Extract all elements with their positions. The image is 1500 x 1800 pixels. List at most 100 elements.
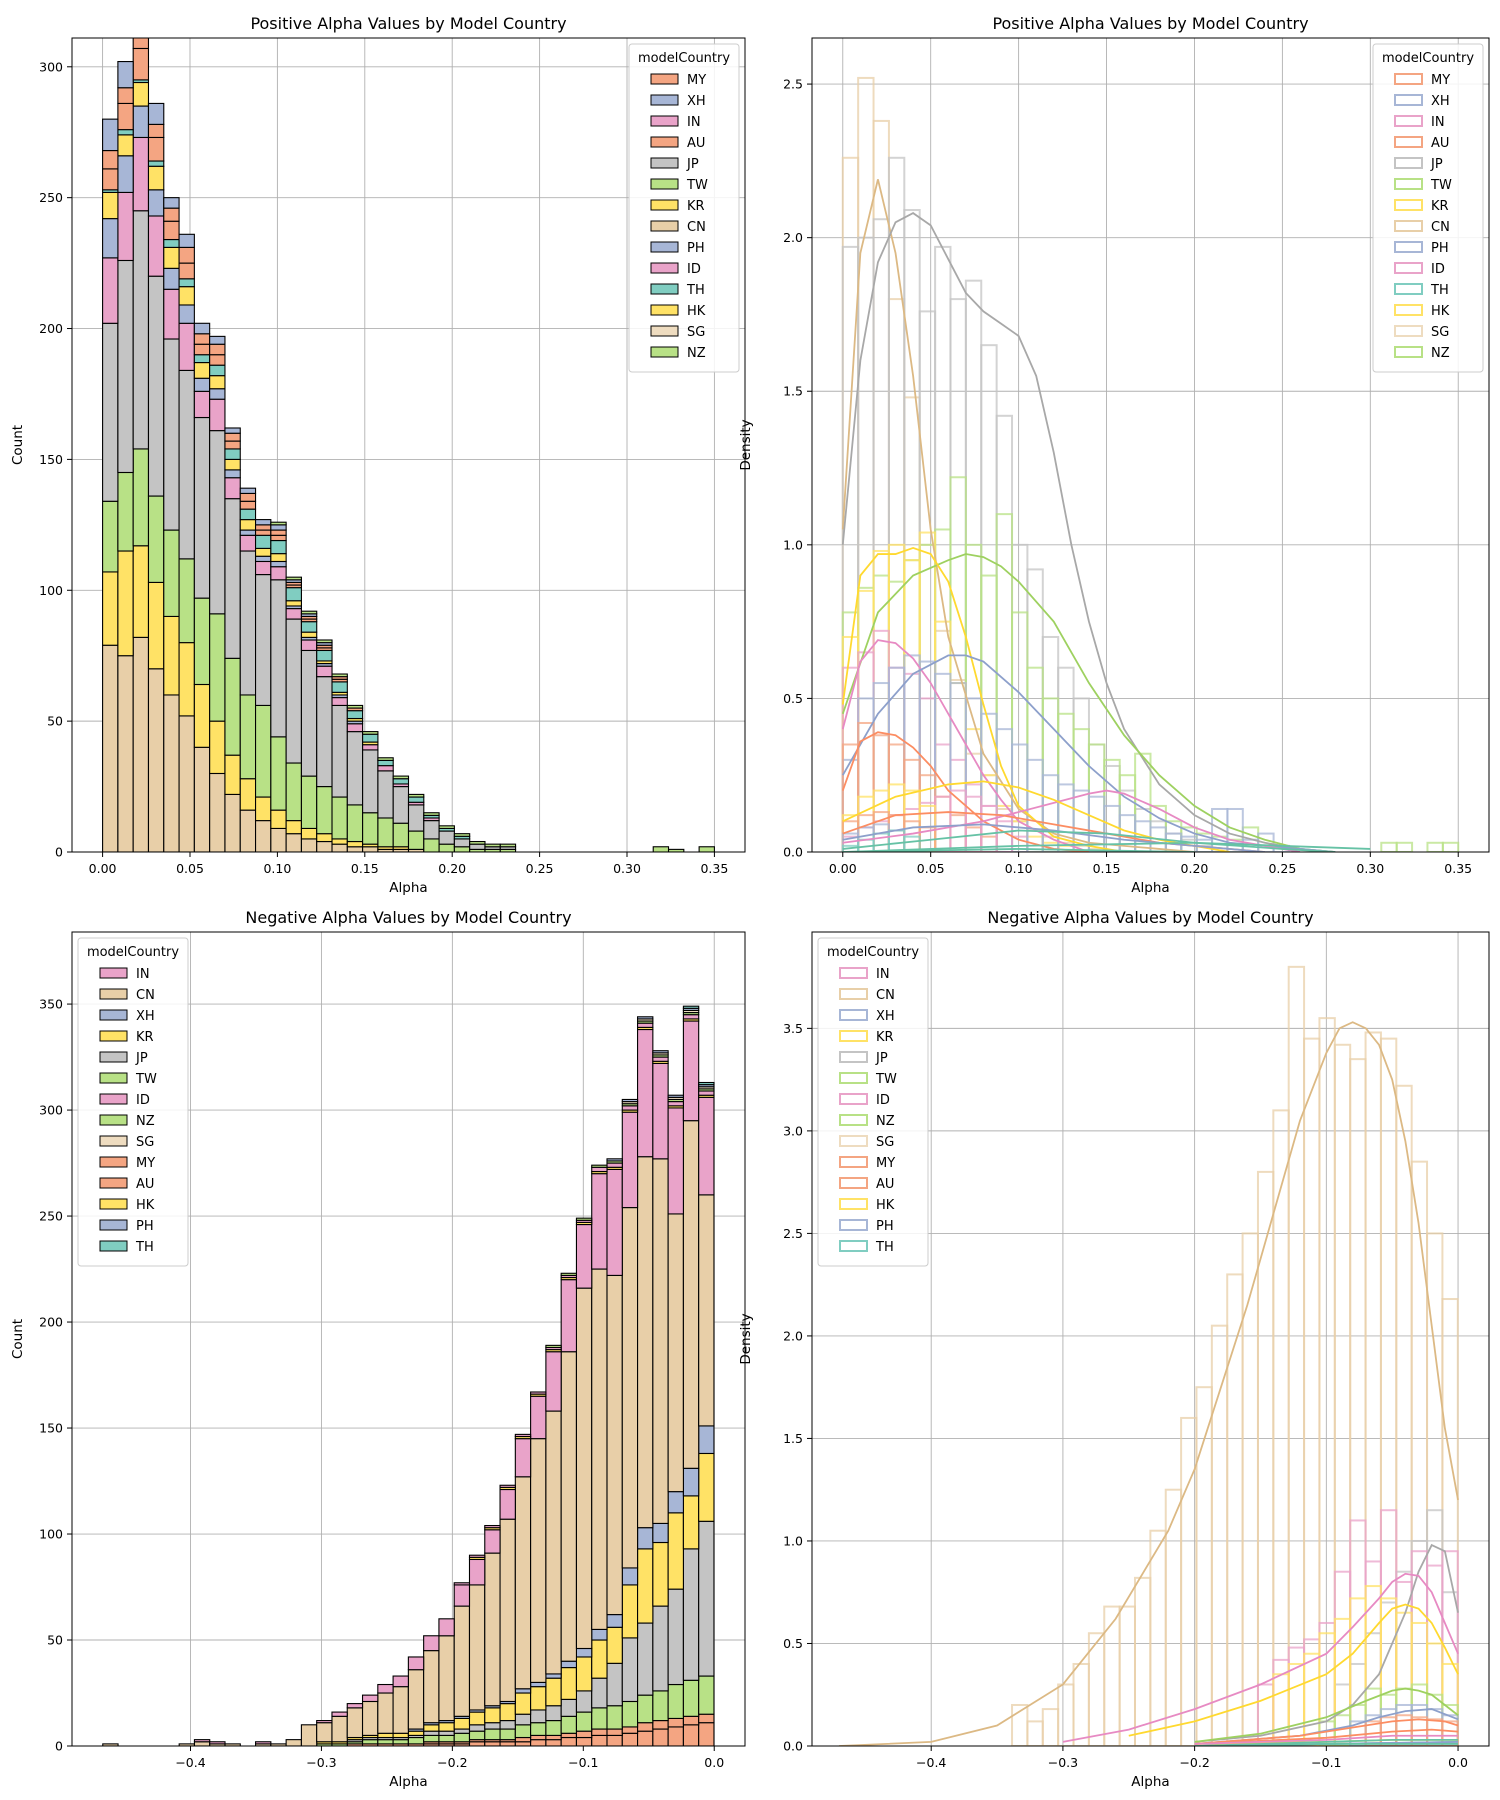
- kde-line-in: [842, 789, 1301, 852]
- legend-swatch-hk: [99, 1198, 128, 1210]
- legend-swatch-cn: [650, 220, 679, 232]
- legend-label-sg: SG: [876, 1135, 894, 1150]
- y-tick-label: 300: [39, 59, 63, 74]
- x-tick-label: −0.4: [916, 1755, 946, 1770]
- bar-ph: [147, 189, 165, 217]
- bar-nz: [545, 1344, 562, 1349]
- bar-hk: [254, 547, 272, 557]
- bar-cn: [102, 1743, 119, 1746]
- bar-jp: [698, 1520, 715, 1677]
- y-tick-label: 100: [39, 583, 63, 598]
- bar-au: [621, 1732, 639, 1746]
- bar-jp: [469, 843, 486, 850]
- chart-title: Negative Alpha Values by Model Country: [987, 908, 1313, 927]
- legend-swatch-nz: [650, 346, 679, 358]
- bar-kr: [239, 778, 257, 811]
- chart-positive-density: 0.00 0.05 0.10 0.15 0.20 0.25 0.30 0.35 0.0 0.5 1.…: [738, 14, 1490, 896]
- axes-frame: [811, 931, 1490, 1747]
- bar-jp: [209, 430, 226, 615]
- legend-label-cn: CN: [687, 220, 706, 235]
- bar-tw: [209, 613, 226, 722]
- bar-cn: [377, 1692, 394, 1734]
- bar-tw: [178, 558, 195, 644]
- bar-nz: [575, 1217, 593, 1221]
- bar-tw: [361, 1739, 379, 1745]
- legend-swatch-id: [1394, 262, 1423, 274]
- bar-hk: [132, 81, 150, 107]
- x-tick-label: −0.3: [1048, 1755, 1078, 1770]
- bar-cn: [193, 746, 211, 852]
- bar-in: [545, 1351, 562, 1412]
- bar-kr: [102, 571, 119, 646]
- y-tick-label: 1.5: [783, 384, 803, 399]
- x-tick-label: −0.3: [306, 1755, 336, 1770]
- bar-au: [270, 534, 287, 542]
- y-tick-label: 0.0: [783, 845, 803, 860]
- bar-ph: [270, 560, 287, 568]
- bar-id: [224, 477, 241, 500]
- bar-jp: [178, 369, 195, 560]
- bar-cn: [545, 1410, 562, 1675]
- kde-line-hk: [842, 780, 1230, 852]
- bar-xh: [560, 1660, 577, 1669]
- legend-swatch-nz: [99, 1114, 128, 1126]
- bar-th: [193, 354, 211, 364]
- x-tick-label: −0.1: [1311, 1755, 1341, 1770]
- bar-my: [698, 1713, 715, 1724]
- bar-id: [698, 1090, 715, 1096]
- bar-id: [163, 288, 180, 340]
- legend-swatch-th: [99, 1240, 128, 1252]
- bar-th: [239, 508, 257, 521]
- bar-cn: [698, 1194, 715, 1427]
- bar-cn: [132, 636, 150, 852]
- legend-label-sg: SG: [687, 325, 705, 340]
- bar-nz: [591, 1164, 608, 1168]
- bar-th: [300, 621, 318, 633]
- x-axis-label: Alpha: [389, 1774, 427, 1790]
- y-tick-label: 50: [47, 1633, 63, 1648]
- bar-in: [316, 1720, 333, 1724]
- legend-label-kr: KR: [1431, 199, 1449, 214]
- bar-cn: [224, 793, 241, 852]
- bar-hk: [239, 519, 257, 531]
- bar-jp: [117, 259, 134, 474]
- y-tick-label: 2.5: [783, 1226, 803, 1241]
- bar-au: [484, 1741, 501, 1746]
- bar-my: [637, 1722, 654, 1732]
- bar-id: [193, 390, 211, 419]
- legend-label-in: IN: [136, 967, 150, 982]
- bar-th: [224, 448, 241, 460]
- bar-id: [637, 1022, 654, 1028]
- y-tick-label: 150: [39, 452, 63, 467]
- bar-tw: [545, 1720, 562, 1736]
- legend-box: [77, 937, 189, 1267]
- bar-jp: [591, 1677, 608, 1709]
- bar-jp: [132, 210, 150, 450]
- bar-au: [209, 354, 226, 366]
- bar-cn: [407, 1669, 425, 1730]
- bar-hk: [285, 600, 302, 607]
- legend-label-kr: KR: [687, 199, 705, 214]
- x-tick-label: 0.10: [1005, 861, 1033, 876]
- legend-swatch-ph: [839, 1219, 868, 1231]
- bar-tw: [484, 1728, 501, 1741]
- bar-tw: [147, 495, 165, 583]
- bar-kr: [407, 1730, 425, 1736]
- bar-th: [698, 1081, 715, 1086]
- bar-hk: [224, 458, 241, 471]
- hist-bar-au: [1441, 1720, 1459, 1746]
- bar-xh: [178, 233, 195, 248]
- legend-title: modelCountry: [827, 945, 919, 960]
- y-tick-label: 0.5: [783, 691, 803, 706]
- legend-label-ph: PH: [1431, 241, 1449, 256]
- bar-xh: [163, 197, 180, 209]
- bar-tw: [453, 1732, 471, 1743]
- y-axis-label: Density: [738, 1313, 754, 1364]
- bar-cn: [560, 1351, 577, 1662]
- bar-ph: [652, 1050, 669, 1054]
- legend-swatch-my: [839, 1156, 868, 1168]
- legend-swatch-hk: [1394, 304, 1423, 316]
- kde-line-jp: [841, 212, 1336, 852]
- legend-swatch-my: [99, 1156, 128, 1168]
- bar-hk: [193, 362, 211, 379]
